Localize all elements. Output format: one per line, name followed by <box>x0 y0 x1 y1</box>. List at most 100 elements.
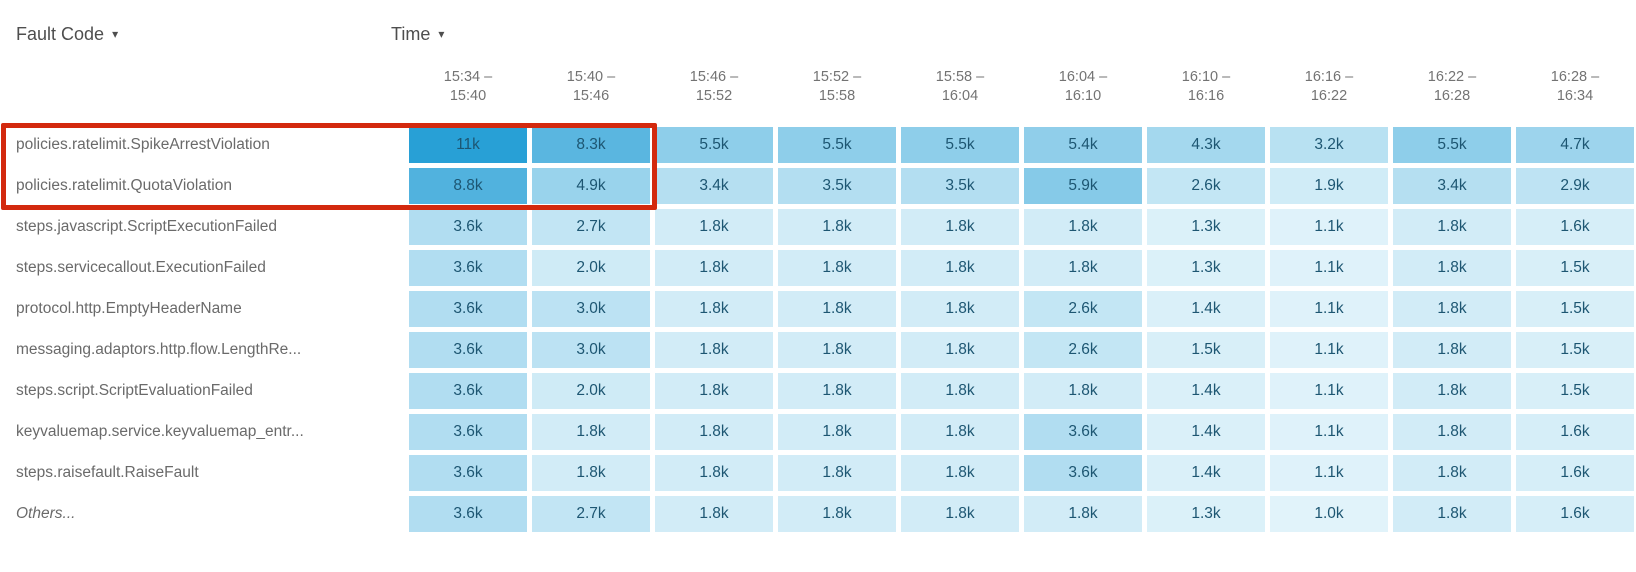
heatmap-cell[interactable]: 4.7k <box>1516 127 1634 163</box>
fault-code-dropdown[interactable]: Fault Code ▾ <box>16 24 118 45</box>
heatmap-cell[interactable]: 1.8k <box>1024 250 1142 286</box>
heatmap-cell[interactable]: 3.6k <box>409 373 527 409</box>
heatmap-cell[interactable]: 1.8k <box>1393 209 1511 245</box>
heatmap-cell[interactable]: 1.6k <box>1516 414 1634 450</box>
heatmap-cell[interactable]: 3.5k <box>901 168 1019 204</box>
heatmap-cell[interactable]: 1.1k <box>1270 332 1388 368</box>
heatmap-cell[interactable]: 3.6k <box>409 332 527 368</box>
heatmap-cell[interactable]: 2.7k <box>532 209 650 245</box>
heatmap-cell[interactable]: 1.8k <box>1393 455 1511 491</box>
heatmap-cell[interactable]: 1.8k <box>655 332 773 368</box>
heatmap-cell[interactable]: 1.8k <box>1393 414 1511 450</box>
heatmap-cell[interactable]: 2.6k <box>1147 168 1265 204</box>
heatmap-cell[interactable]: 2.0k <box>532 373 650 409</box>
heatmap-cell[interactable]: 3.6k <box>409 455 527 491</box>
heatmap-cell[interactable]: 2.6k <box>1024 291 1142 327</box>
heatmap-cell[interactable]: 3.6k <box>409 414 527 450</box>
heatmap-cell[interactable]: 3.6k <box>409 496 527 532</box>
heatmap-cell[interactable]: 1.1k <box>1270 414 1388 450</box>
heatmap-cell[interactable]: 2.6k <box>1024 332 1142 368</box>
heatmap-cell[interactable]: 8.3k <box>532 127 650 163</box>
heatmap-cell[interactable]: 1.8k <box>901 414 1019 450</box>
heatmap-cell[interactable]: 1.8k <box>1024 373 1142 409</box>
heatmap-cell[interactable]: 1.4k <box>1147 291 1265 327</box>
heatmap-cell[interactable]: 1.9k <box>1270 168 1388 204</box>
heatmap-cell[interactable]: 3.0k <box>532 332 650 368</box>
heatmap-cell[interactable]: 1.8k <box>778 291 896 327</box>
heatmap-cell[interactable]: 1.8k <box>655 455 773 491</box>
heatmap-cell[interactable]: 1.5k <box>1516 373 1634 409</box>
heatmap-cell[interactable]: 1.6k <box>1516 209 1634 245</box>
heatmap-cell[interactable]: 1.1k <box>1270 250 1388 286</box>
heatmap-cell[interactable]: 1.8k <box>778 209 896 245</box>
heatmap-cell[interactable]: 2.9k <box>1516 168 1634 204</box>
heatmap-cell[interactable]: 3.6k <box>1024 455 1142 491</box>
heatmap-cell[interactable]: 1.8k <box>778 332 896 368</box>
heatmap-cell[interactable]: 1.8k <box>655 496 773 532</box>
heatmap-cell[interactable]: 1.1k <box>1270 209 1388 245</box>
heatmap-cell[interactable]: 1.8k <box>655 373 773 409</box>
heatmap-cell[interactable]: 1.3k <box>1147 250 1265 286</box>
heatmap-cell[interactable]: 1.3k <box>1147 496 1265 532</box>
heatmap-cell[interactable]: 3.0k <box>532 291 650 327</box>
heatmap-cell[interactable]: 3.4k <box>1393 168 1511 204</box>
heatmap-cell[interactable]: 1.5k <box>1516 332 1634 368</box>
heatmap-cell[interactable]: 1.8k <box>532 414 650 450</box>
heatmap-cell[interactable]: 1.6k <box>1516 496 1634 532</box>
heatmap-cell[interactable]: 1.0k <box>1270 496 1388 532</box>
heatmap-cell[interactable]: 4.9k <box>532 168 650 204</box>
heatmap-cell[interactable]: 1.8k <box>1393 373 1511 409</box>
heatmap-cell[interactable]: 1.3k <box>1147 209 1265 245</box>
heatmap-cell[interactable]: 1.4k <box>1147 455 1265 491</box>
heatmap-cell[interactable]: 1.8k <box>1393 291 1511 327</box>
heatmap-cell[interactable]: 2.7k <box>532 496 650 532</box>
heatmap-cell[interactable]: 3.6k <box>1024 414 1142 450</box>
heatmap-cell[interactable]: 3.6k <box>409 250 527 286</box>
heatmap-cell[interactable]: 3.4k <box>655 168 773 204</box>
heatmap-cell[interactable]: 2.0k <box>532 250 650 286</box>
heatmap-cell[interactable]: 1.8k <box>901 496 1019 532</box>
heatmap-cell[interactable]: 3.6k <box>409 291 527 327</box>
heatmap-cell[interactable]: 1.8k <box>1024 209 1142 245</box>
heatmap-cell[interactable]: 1.8k <box>655 291 773 327</box>
heatmap-cell[interactable]: 1.8k <box>901 332 1019 368</box>
heatmap-cell[interactable]: 3.2k <box>1270 127 1388 163</box>
heatmap-cell[interactable]: 11k <box>409 127 527 163</box>
heatmap-cell[interactable]: 5.9k <box>1024 168 1142 204</box>
heatmap-cell[interactable]: 1.8k <box>532 455 650 491</box>
heatmap-cell[interactable]: 1.8k <box>1393 332 1511 368</box>
heatmap-cell[interactable]: 1.8k <box>901 250 1019 286</box>
heatmap-cell[interactable]: 1.8k <box>778 455 896 491</box>
heatmap-cell[interactable]: 1.8k <box>655 414 773 450</box>
heatmap-cell[interactable]: 1.5k <box>1516 291 1634 327</box>
heatmap-cell[interactable]: 1.8k <box>778 250 896 286</box>
time-dropdown[interactable]: Time ▾ <box>391 24 444 45</box>
heatmap-cell[interactable]: 3.5k <box>778 168 896 204</box>
heatmap-cell[interactable]: 1.8k <box>778 496 896 532</box>
heatmap-cell[interactable]: 4.3k <box>1147 127 1265 163</box>
heatmap-cell[interactable]: 1.5k <box>1147 332 1265 368</box>
heatmap-cell[interactable]: 1.8k <box>778 414 896 450</box>
heatmap-cell[interactable]: 8.8k <box>409 168 527 204</box>
heatmap-cell[interactable]: 5.5k <box>778 127 896 163</box>
heatmap-cell[interactable]: 1.8k <box>778 373 896 409</box>
heatmap-cell[interactable]: 5.4k <box>1024 127 1142 163</box>
heatmap-cell[interactable]: 1.8k <box>901 209 1019 245</box>
heatmap-cell[interactable]: 1.1k <box>1270 455 1388 491</box>
heatmap-cell[interactable]: 1.8k <box>901 455 1019 491</box>
heatmap-cell[interactable]: 1.8k <box>655 250 773 286</box>
heatmap-cell[interactable]: 5.5k <box>1393 127 1511 163</box>
heatmap-cell[interactable]: 1.8k <box>1393 250 1511 286</box>
heatmap-cell[interactable]: 1.1k <box>1270 373 1388 409</box>
heatmap-cell[interactable]: 3.6k <box>409 209 527 245</box>
heatmap-cell[interactable]: 1.8k <box>655 209 773 245</box>
heatmap-cell[interactable]: 1.4k <box>1147 373 1265 409</box>
heatmap-cell[interactable]: 1.8k <box>901 291 1019 327</box>
heatmap-cell[interactable]: 1.1k <box>1270 291 1388 327</box>
heatmap-cell[interactable]: 1.4k <box>1147 414 1265 450</box>
heatmap-cell[interactable]: 1.8k <box>1393 496 1511 532</box>
heatmap-cell[interactable]: 1.6k <box>1516 455 1634 491</box>
heatmap-cell[interactable]: 5.5k <box>901 127 1019 163</box>
heatmap-cell[interactable]: 1.8k <box>901 373 1019 409</box>
heatmap-cell[interactable]: 1.8k <box>1024 496 1142 532</box>
